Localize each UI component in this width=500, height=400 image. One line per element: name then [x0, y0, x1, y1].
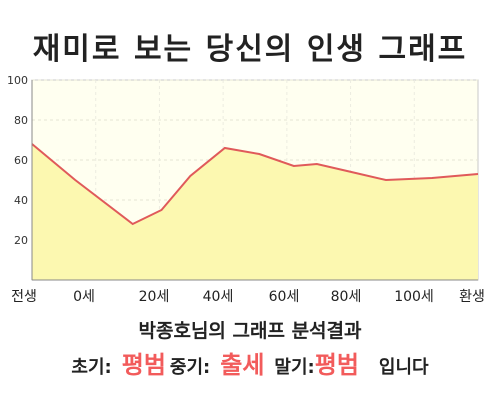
y-tick-label: 20	[14, 234, 28, 247]
mid-value: 출세	[220, 351, 265, 379]
early-label: 초기:	[71, 357, 112, 378]
x-tick-labels: 전생 0세 20세 40세 60세 80세 100세 환생	[11, 289, 485, 305]
ending-text: 입니다	[378, 357, 429, 378]
x-tick-label: 20세	[139, 289, 170, 305]
mid-label: 중기:	[169, 357, 211, 378]
x-tick-label: 80세	[331, 289, 362, 305]
area-fill	[32, 144, 478, 280]
summary-title: 박종호님의 그래프 분석결과	[138, 320, 362, 342]
y-tick-label: 100	[7, 74, 28, 87]
series-line	[31, 143, 479, 226]
y-tick-label: 40	[14, 194, 28, 207]
late-label: 말기:	[274, 357, 315, 378]
y-tick-label: 80	[14, 114, 28, 127]
late-value: 평범	[314, 351, 359, 379]
page-title: 재미로 보는 당신의 인생 그래프	[32, 32, 468, 67]
x-tick-label: 60세	[269, 289, 300, 305]
x-tick-label: 40세	[203, 289, 234, 305]
x-tick-label: 0세	[73, 289, 95, 305]
y-tick-label: 60	[14, 154, 28, 167]
result-line: 초기: 평범 중기: 출세 말기:평범 입니다	[0, 350, 500, 383]
early-value: 평범	[121, 351, 166, 379]
x-tick-label: 전생	[11, 289, 37, 305]
x-tick-label: 100세	[394, 289, 434, 305]
y-tick-labels: 20 40 60 80 100	[7, 74, 28, 247]
x-tick-label: 환생	[459, 289, 485, 305]
